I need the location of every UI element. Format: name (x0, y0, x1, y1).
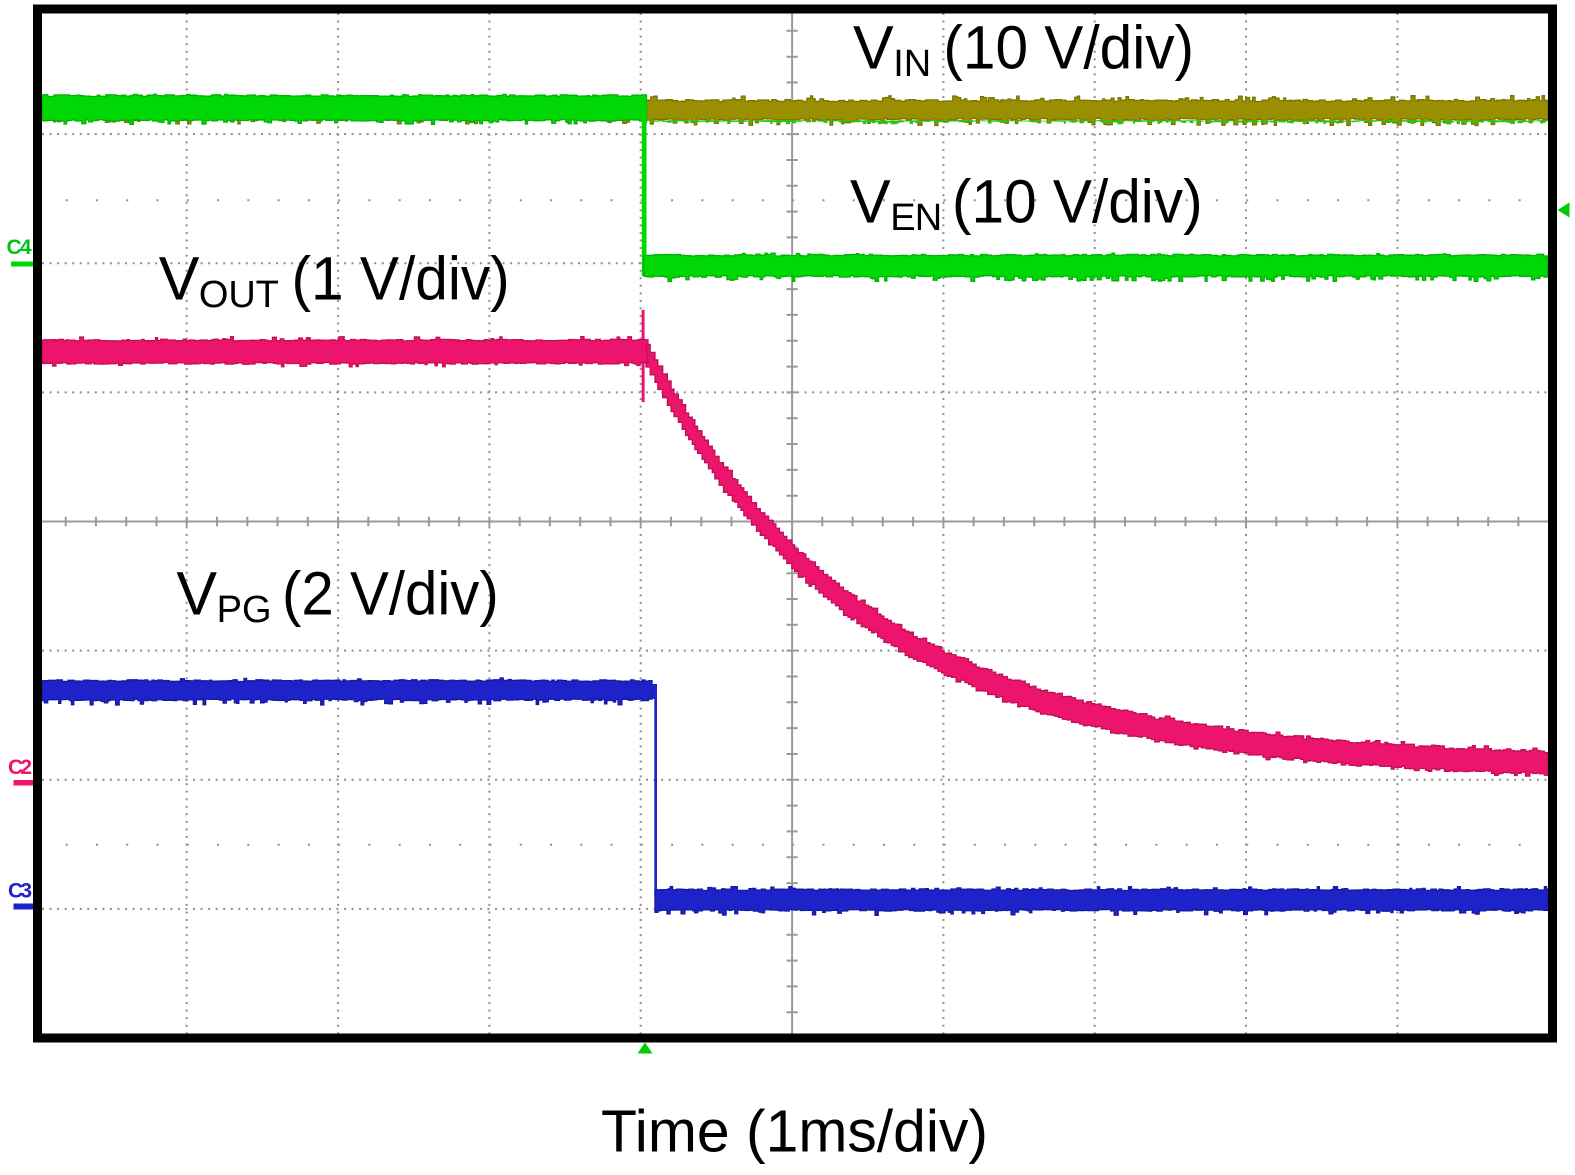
svg-text:IN: IN (893, 43, 931, 85)
svg-text:(10 V/div): (10 V/div) (943, 13, 1194, 81)
svg-text:(2 V/div): (2 V/div) (282, 560, 499, 628)
svg-text:(10 V/div): (10 V/div) (952, 167, 1203, 235)
svg-text:PG: PG (217, 589, 272, 631)
svg-text:EN: EN (890, 197, 942, 239)
svg-text:C4: C4 (7, 236, 32, 259)
svg-text:V: V (850, 167, 891, 235)
svg-text:Time (1ms/div): Time (1ms/div) (601, 1099, 988, 1165)
svg-text:V: V (176, 560, 217, 628)
svg-text:C3: C3 (8, 880, 32, 903)
svg-text:C2: C2 (8, 756, 32, 779)
svg-text:V: V (853, 13, 894, 81)
svg-text:V: V (159, 245, 200, 313)
svg-text:OUT: OUT (199, 274, 279, 316)
svg-text:(1 V/div): (1 V/div) (292, 245, 510, 313)
